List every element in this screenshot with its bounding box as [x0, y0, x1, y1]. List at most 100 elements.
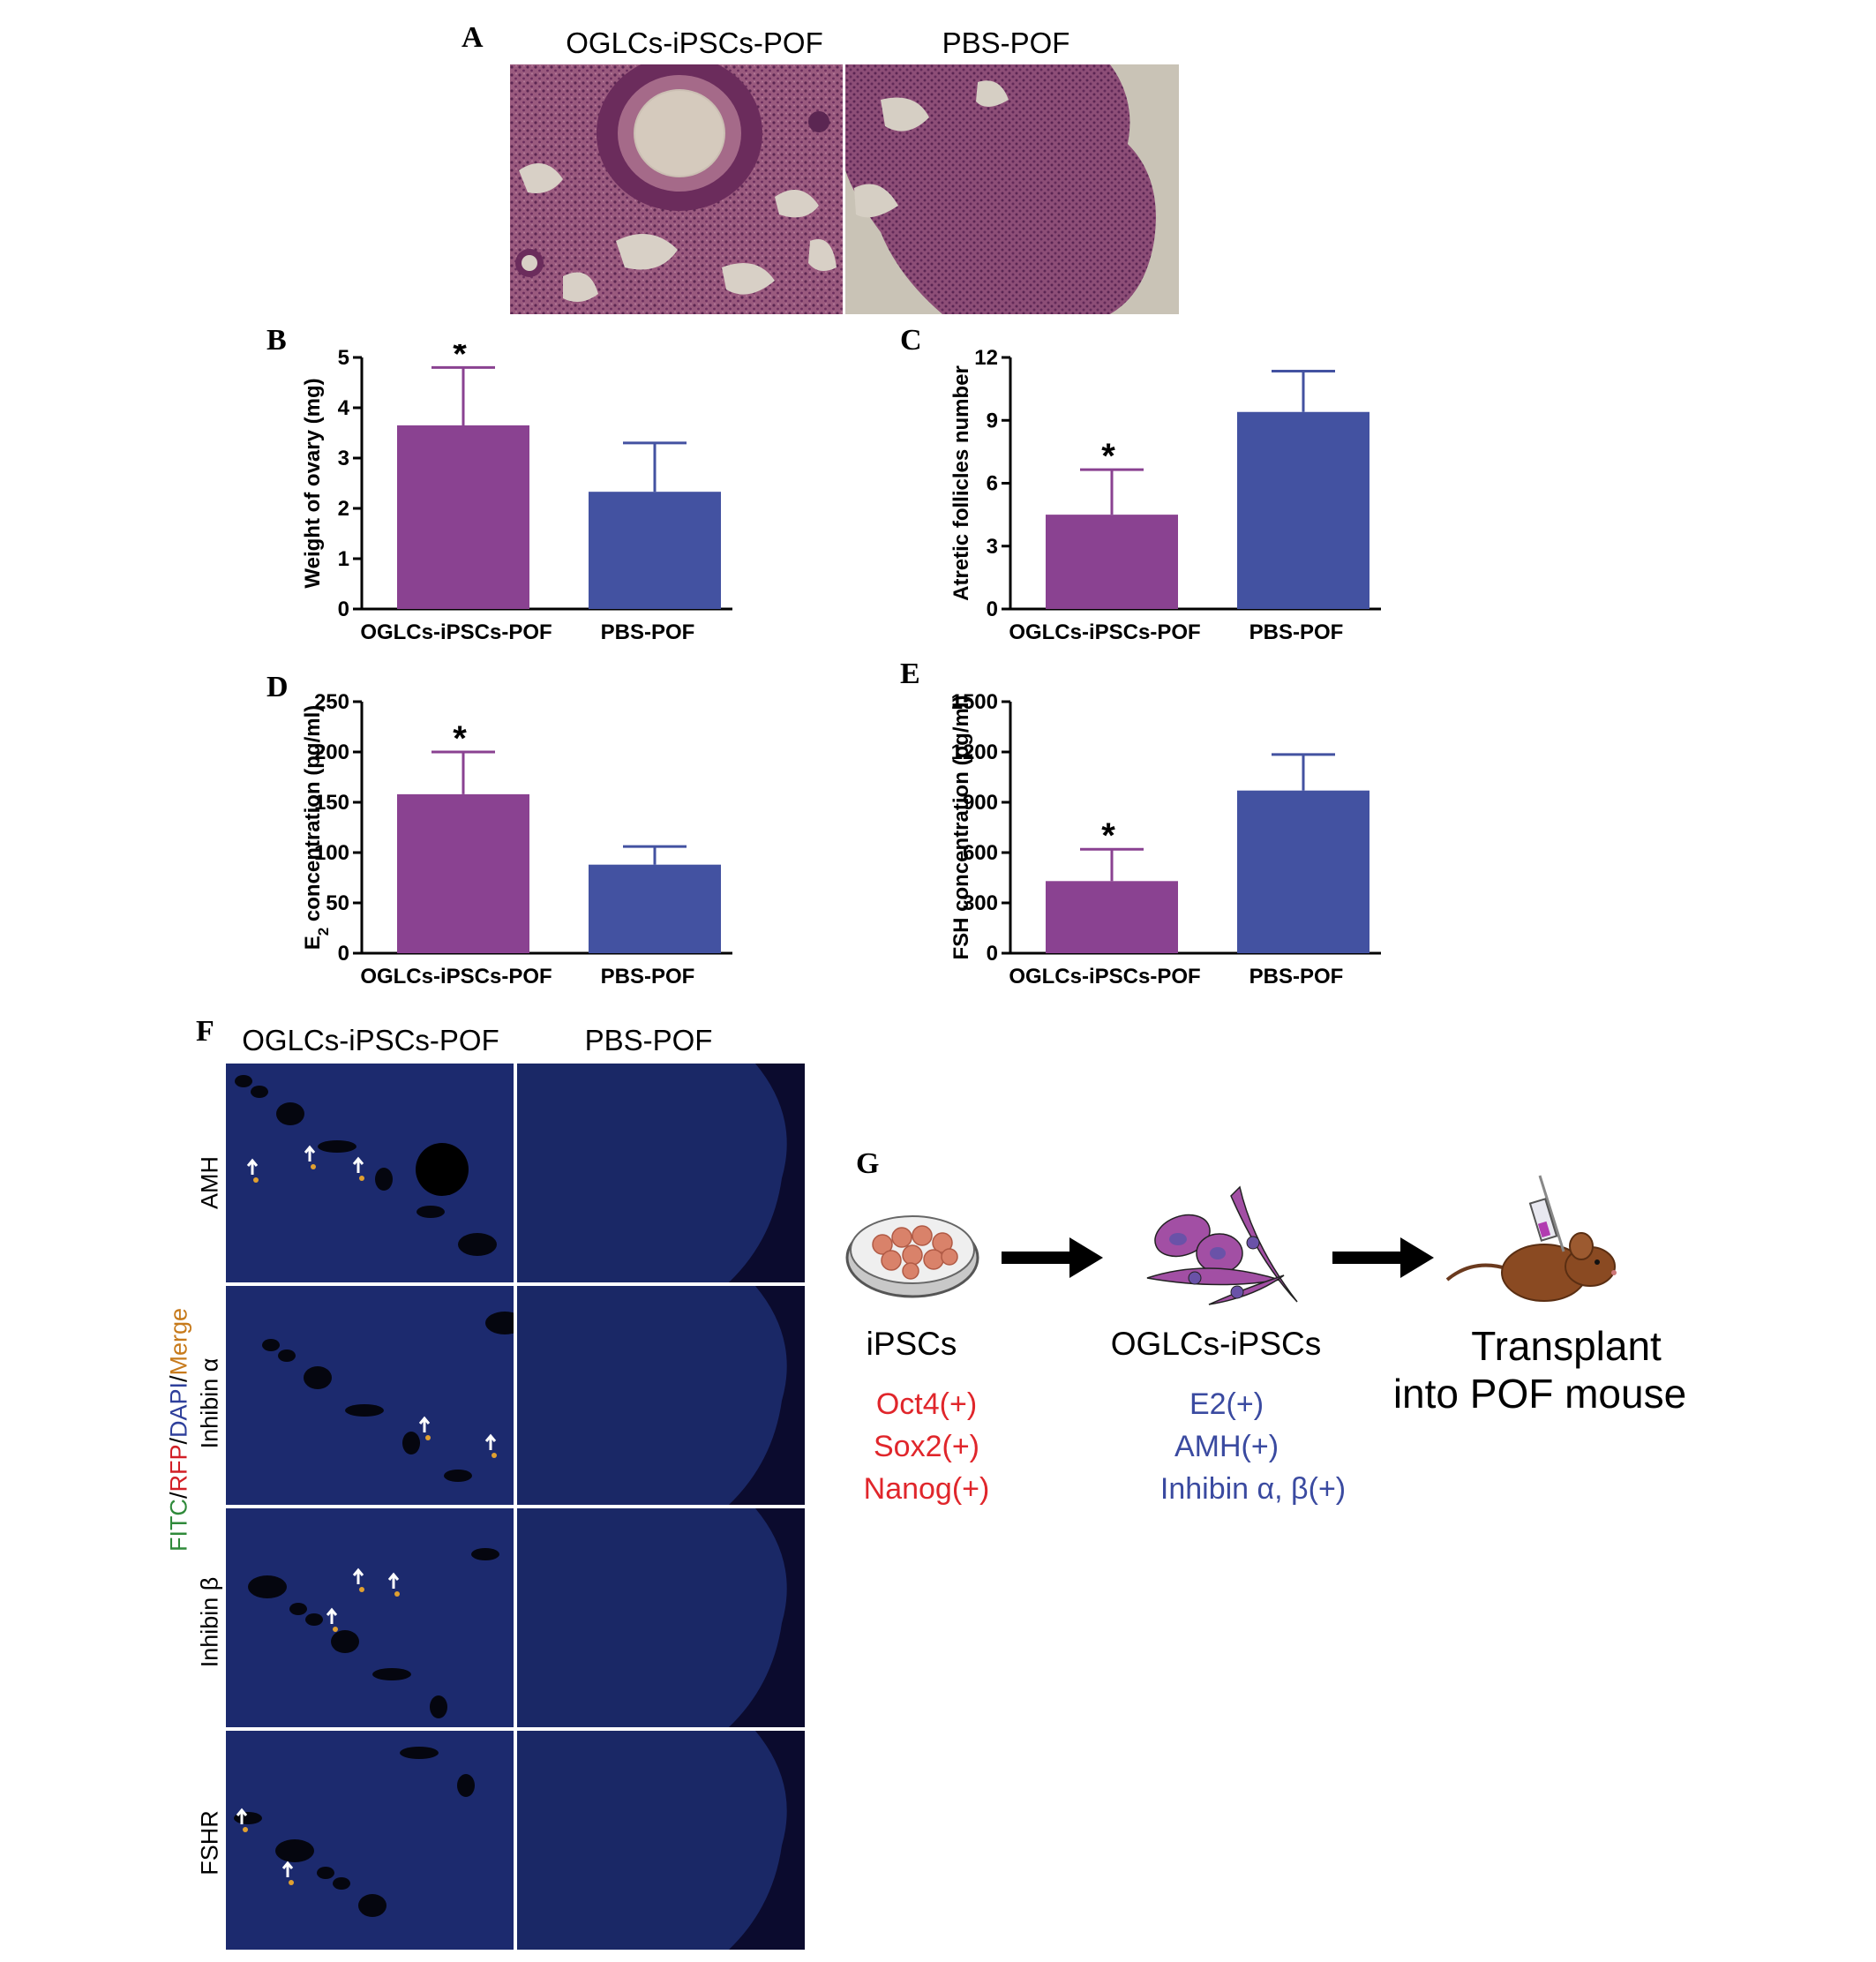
panel-a-letter: A	[461, 21, 484, 54]
right-arrow-icon	[1332, 1237, 1434, 1278]
fluorescence-image-pbs	[517, 1508, 805, 1727]
histology-image-oglcs	[510, 64, 843, 314]
stain-sep: /	[165, 1438, 192, 1445]
g-oglcs-marker: E2(+)	[1189, 1387, 1264, 1421]
significance-star: *	[1101, 437, 1115, 476]
stain-fitc: FITC	[165, 1499, 192, 1552]
chart-b: 0 1 2 3 4 5 Weight of ovary (mg) * OGLCs-iPSCs-P…	[301, 344, 732, 644]
stain-rfp: RFP	[165, 1444, 192, 1492]
x-category-label: PBS-POF	[1249, 965, 1344, 989]
fluorescence-image-oglcs	[226, 1286, 514, 1505]
y-tick-label: 4	[338, 396, 350, 420]
panel-a-left-title: OGLCs-iPSCs-POF	[566, 26, 823, 59]
fluorescence-image-pbs	[517, 1286, 805, 1505]
y-tick-label: 3	[987, 535, 998, 559]
y-tick-label: 100	[314, 841, 349, 865]
significance-star: *	[453, 719, 467, 758]
g-oglcs-marker: AMH(+)	[1174, 1430, 1279, 1463]
y-tick-label: 200	[314, 740, 349, 764]
y-axis-label: FSH concentration (pg/ml)	[949, 695, 973, 960]
y-tick-label: 900	[963, 791, 998, 815]
mouse-injection-icon	[1445, 1175, 1617, 1302]
arrow-icon	[352, 1567, 364, 1584]
y-tick-label: 9	[987, 409, 998, 432]
g-transplant-line2: into POF mouse	[1392, 1371, 1687, 1417]
histology-image-pbs	[845, 64, 1179, 314]
x-category-label: PBS-POF	[1249, 620, 1344, 644]
x-category-label: PBS-POF	[601, 965, 695, 989]
arrow-icon	[387, 1572, 400, 1589]
panel-f-right-title: PBS-POF	[584, 1024, 713, 1056]
panel-f-left-title: OGLCs-iPSCs-POF	[242, 1024, 499, 1056]
fluorescence-image-oglcs	[226, 1731, 514, 1950]
bar-pbs	[589, 492, 721, 609]
row-label-amh: AMH	[196, 1156, 223, 1209]
x-category-label: OGLCs-iPSCs-POF	[1009, 965, 1200, 989]
g-transplant-line1: Transplant	[1471, 1323, 1662, 1369]
arrow-icon	[418, 1416, 431, 1432]
arrow-icon	[484, 1433, 497, 1450]
cells-icon	[1146, 1185, 1298, 1305]
y-axis-label: E2 concentration (pg/ml)	[301, 705, 332, 950]
g-oglcs-title: OGLCs-iPSCs	[1110, 1326, 1322, 1362]
bar-pbs	[1237, 411, 1369, 609]
panel-e-letter: E	[900, 658, 920, 690]
stain-legend: FITC/RFP/DAPI/Merge	[166, 1308, 193, 1552]
panel-d-letter: D	[266, 671, 289, 703]
petri-dish-icon	[845, 1215, 979, 1298]
x-category-label: OGLCs-iPSCs-POF	[360, 965, 552, 989]
row-label-inhibin-beta: Inhibin β	[196, 1576, 223, 1668]
g-ipscs-marker: Sox2(+)	[874, 1430, 979, 1463]
row-label-fshr: FSHR	[196, 1810, 223, 1876]
bar-oglcs	[397, 425, 529, 609]
y-tick-label: 6	[987, 472, 998, 496]
g-oglcs-marker: Inhibin α, β(+)	[1159, 1472, 1347, 1506]
arrow-icon	[326, 1607, 338, 1624]
y-tick-label: 0	[987, 942, 998, 966]
y-tick-label: 0	[338, 942, 349, 966]
fluorescence-image-pbs	[517, 1731, 805, 1950]
panel-g-letter: G	[856, 1147, 880, 1180]
x-category-label: OGLCs-iPSCs-POF	[360, 620, 552, 644]
panel-f-letter: F	[196, 1015, 214, 1048]
bar-pbs	[589, 864, 721, 953]
fluorescence-image-pbs	[517, 1064, 805, 1282]
y-tick-label: 3	[338, 447, 349, 470]
y-tick-label: 0	[338, 598, 349, 621]
significance-star: *	[453, 344, 467, 373]
y-tick-label: 0	[987, 598, 998, 621]
stain-sep: /	[165, 1375, 192, 1382]
stain-sep: /	[165, 1492, 192, 1500]
arrow-icon	[236, 1808, 248, 1824]
bar-pbs	[1237, 790, 1369, 953]
y-tick-label: 600	[963, 841, 998, 865]
y-tick-label: 150	[314, 791, 349, 815]
panel-c-letter: C	[900, 324, 922, 357]
panel-a-right-title: PBS-POF	[942, 26, 1070, 59]
x-category-label: PBS-POF	[601, 620, 695, 644]
arrow-icon	[304, 1145, 316, 1161]
bar-oglcs	[1046, 515, 1178, 609]
stain-merge: Merge	[165, 1307, 192, 1376]
fluorescence-image-oglcs	[226, 1508, 514, 1727]
y-axis-label: Atretic follicles number	[949, 365, 973, 601]
y-tick-label: 250	[314, 690, 349, 714]
y-tick-label: 1	[338, 547, 349, 571]
y-tick-label: 5	[338, 346, 349, 370]
right-arrow-icon	[1002, 1237, 1103, 1278]
y-tick-label: 1500	[951, 690, 998, 714]
arrow-icon	[281, 1861, 294, 1877]
arrow-icon	[246, 1158, 259, 1175]
panel-b-letter: B	[266, 324, 287, 357]
y-tick-label: 2	[338, 497, 349, 521]
workflow-diagram	[845, 1175, 1617, 1305]
g-ipscs-title: iPSCs	[866, 1326, 957, 1362]
y-tick-label: 1200	[951, 740, 998, 764]
fluorescence-image-oglcs	[226, 1064, 514, 1282]
y-tick-label: 300	[963, 891, 998, 915]
y-axis-label: Weight of ovary (mg)	[301, 378, 325, 588]
row-label-inhibin-alpha: Inhibin α	[196, 1357, 223, 1449]
